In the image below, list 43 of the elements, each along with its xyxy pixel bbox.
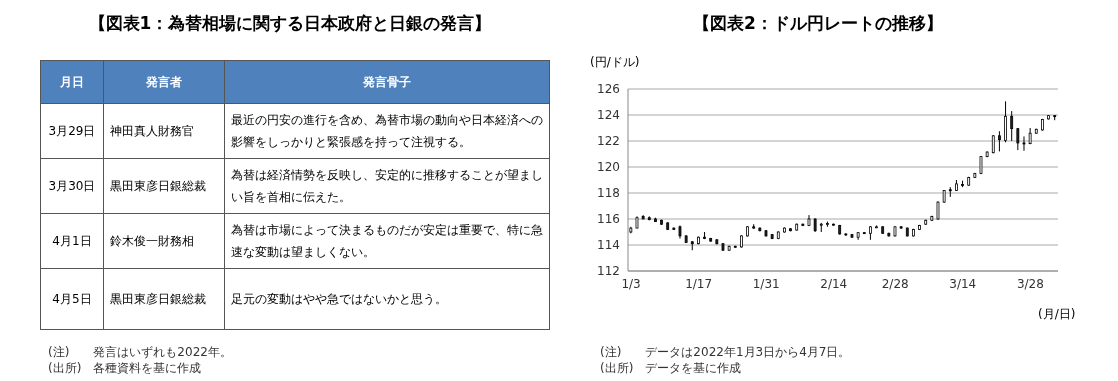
y-tick-label: 118	[597, 186, 620, 201]
category-label: 月日	[40, 60, 104, 104]
text: (出所) 各種資料を基に作成	[48, 360, 203, 376]
text: 為替は市場によって決まるものだが安定は重要で、特に急速な変動は望ましくない。	[231, 223, 543, 259]
y-tick-label: 116	[597, 212, 620, 227]
category-label: 発言骨子	[224, 60, 550, 104]
x-tick-label: 1/3	[621, 276, 641, 291]
y-tick-label: 126	[597, 82, 620, 97]
text: 為替は経済情勢を反映し、安定的に推移することが望ましい旨を首相に伝えた。	[231, 168, 543, 204]
candlestick	[1010, 110, 1014, 142]
x-tick-label: 1/17	[685, 276, 713, 291]
text: 鈴木俊一財務相	[110, 234, 194, 248]
y-tick-label: 124	[597, 108, 620, 123]
chart-title: 【図表2：ドル円レートの推移】	[692, 12, 944, 35]
text: 4月5日	[52, 292, 92, 306]
x-tick-label: 1/31	[752, 276, 780, 291]
text: 神田真人財務官	[110, 124, 194, 138]
text: 足元の変動はやや急ではないかと思う。	[231, 292, 447, 306]
text: 【図表1：為替相場に関する日本政府と日銀の発言】	[87, 12, 493, 35]
text: 最近の円安の進行を含め、為替市場の動向や日本経済への影響をしっかりと緊張感を持って注視する。	[231, 113, 543, 149]
y-tick-label: 122	[597, 134, 620, 149]
text: 黒田東彦日銀総裁	[110, 292, 206, 306]
candlestick	[1022, 135, 1026, 152]
y-tick-label: 114	[597, 238, 620, 253]
text: 3月29日	[48, 124, 96, 138]
x-axis-title: (月/日)	[1038, 306, 1076, 323]
candlestick	[936, 200, 940, 221]
text: (出所) データを基に作成	[600, 360, 743, 376]
candlestick	[998, 130, 1001, 152]
x-tick-label: 2/28	[881, 276, 909, 291]
y-axis-title: (円/ドル)	[590, 54, 640, 71]
text: 3月30日	[48, 179, 96, 193]
text: (注) 発言はいずれも2022年。	[48, 344, 232, 360]
candlestick	[1016, 127, 1020, 151]
text: 4月1日	[52, 234, 92, 248]
y-tick-label: 112	[597, 264, 620, 279]
x-tick-label: 3/28	[1016, 276, 1044, 291]
text: (注) データは2022年1月3日から4月7日。	[600, 344, 851, 360]
x-tick-label: 2/14	[820, 276, 848, 291]
y-tick-label: 120	[597, 160, 620, 175]
category-label: 発言者	[103, 60, 225, 104]
x-tick-label: 3/14	[949, 276, 977, 291]
text: 黒田東彦日銀総裁	[110, 179, 206, 193]
